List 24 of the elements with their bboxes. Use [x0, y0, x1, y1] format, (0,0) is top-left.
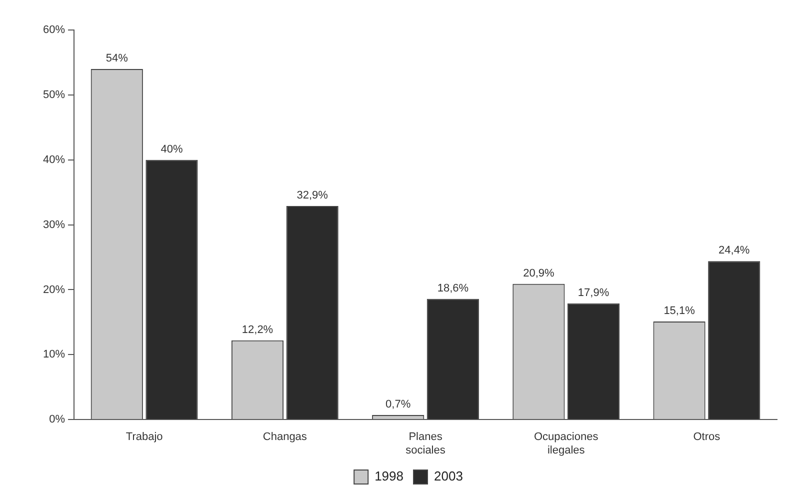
data-label: 40% — [160, 143, 183, 156]
x-tick-label: Otros — [693, 431, 721, 444]
data-label: 54% — [106, 52, 128, 64]
x-tick-label: Ocupaciones ilegales — [534, 431, 599, 456]
legend-label: 1998 — [374, 468, 404, 484]
data-label: 32,9% — [296, 190, 328, 202]
data-label: 15,1% — [664, 305, 696, 318]
legend-label: 2003 — [434, 468, 463, 484]
y-tick-label: 50% — [42, 88, 66, 101]
y-tick-label: 10% — [42, 348, 66, 361]
x-tick-label: Trabajo — [126, 431, 163, 444]
data-label: 17,9% — [578, 286, 610, 299]
data-label: 18,6% — [437, 282, 469, 294]
data-label: 20,9% — [523, 267, 554, 280]
y-tick-label: 0% — [49, 414, 66, 426]
x-tick-label: Planes sociales — [406, 431, 446, 456]
y-tick-label: 60% — [42, 24, 66, 36]
y-tick-label: 30% — [42, 218, 66, 231]
y-tick-label: 40% — [42, 154, 66, 166]
x-tick-label: Changas — [262, 431, 308, 444]
y-tick-label: 20% — [42, 284, 66, 296]
data-label: 0,7% — [386, 398, 411, 411]
data-label: 24,4% — [718, 244, 750, 257]
data-label: 12,2% — [242, 324, 274, 336]
